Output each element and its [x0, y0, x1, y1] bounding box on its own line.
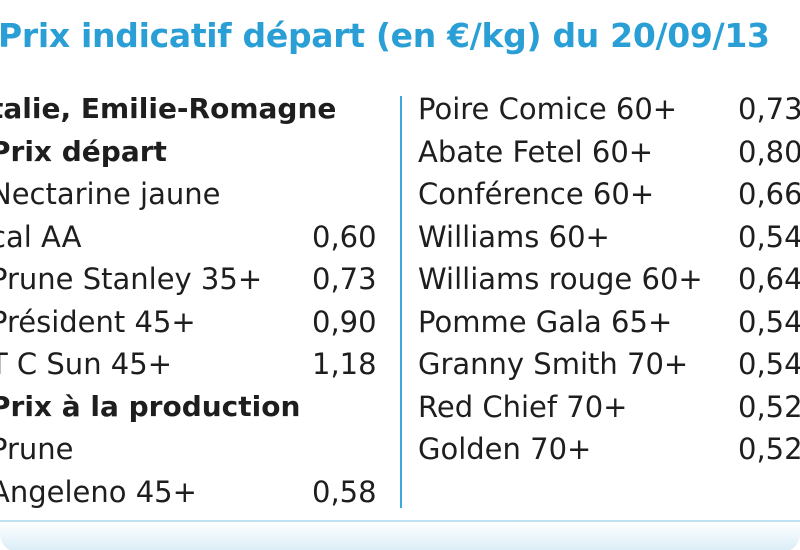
region-heading: talie, Emilie-Romagne — [0, 88, 385, 131]
row-label: Granny Smith 70+ — [418, 347, 689, 381]
row-price: 0,54 — [738, 347, 800, 381]
row-price: 0,54 — [738, 219, 800, 254]
row-price: 0,52 — [738, 432, 800, 466]
price-row: Prune Stanley 35+ 0,73 — [0, 258, 385, 301]
row-label: Conférence 60+ — [418, 177, 655, 211]
price-row: cal AA 0,60 — [0, 216, 385, 259]
price-row: Angeleno 45+ 0,58 — [0, 471, 385, 514]
product-group-row: Nectarine jaune — [0, 173, 385, 216]
row-price: 0,66 — [738, 177, 800, 211]
row-price: 0,54 — [738, 304, 800, 339]
price-row: Granny Smith 70+ 0,54 — [418, 343, 800, 386]
right-column: Poire Comice 60+ 0,73 Abate Fetel 60+ 0,… — [418, 88, 800, 471]
left-column: talie, Emilie-Romagne Prix départ Nectar… — [0, 88, 385, 513]
row-price: 0,73 — [738, 92, 800, 126]
row-label: Williams 60+ — [418, 219, 610, 254]
row-label: Président 45+ — [0, 304, 196, 339]
price-row: Poire Comice 60+ 0,73 — [418, 88, 800, 131]
price-row: T C Sun 45+ 1,18 — [0, 343, 385, 386]
price-row: Pomme Gala 65+ 0,54 — [418, 301, 800, 344]
row-label: Prune — [0, 432, 74, 466]
row-label: Pomme Gala 65+ — [418, 304, 673, 339]
row-price: 0,52 — [738, 389, 800, 424]
row-label: Golden 70+ — [418, 432, 592, 466]
price-row: Williams 60+ 0,54 — [418, 216, 800, 259]
row-label: Abate Fetel 60+ — [418, 134, 654, 169]
row-label: Poire Comice 60+ — [418, 92, 678, 126]
row-label: cal AA — [0, 219, 82, 254]
product-group-row: Prune — [0, 428, 385, 471]
row-label: Prix à la production — [0, 389, 301, 423]
column-divider — [400, 96, 402, 508]
section-heading: Prix à la production — [0, 386, 385, 429]
row-label: Prix départ — [0, 134, 167, 168]
price-row: Red Chief 70+ 0,52 — [418, 386, 800, 429]
row-label: Prune Stanley 35+ — [0, 262, 263, 296]
row-price: 1,18 — [312, 347, 377, 381]
section-heading: Prix départ — [0, 131, 385, 174]
price-row: Golden 70+ 0,52 — [418, 428, 800, 471]
row-price: 0,64 — [738, 262, 800, 296]
row-label: Red Chief 70+ — [418, 389, 628, 424]
bottom-frame-band — [0, 520, 800, 550]
row-label: Williams rouge 60+ — [418, 262, 703, 296]
page-title: Prix indicatif départ (en €/kg) du 20/09… — [0, 16, 770, 55]
row-label: T C Sun 45+ — [0, 347, 172, 381]
price-row: Conférence 60+ 0,66 — [418, 173, 800, 216]
row-price: 0,60 — [312, 219, 377, 254]
price-row: Président 45+ 0,90 — [0, 301, 385, 344]
row-label: Nectarine jaune — [0, 177, 221, 211]
price-row: Williams rouge 60+ 0,64 — [418, 258, 800, 301]
row-label: talie, Emilie-Romagne — [0, 92, 337, 125]
row-label: Angeleno 45+ — [0, 474, 197, 509]
row-price: 0,58 — [312, 474, 377, 509]
row-price: 0,80 — [738, 134, 800, 169]
row-price: 0,90 — [312, 304, 377, 339]
price-row: Abate Fetel 60+ 0,80 — [418, 131, 800, 174]
row-price: 0,73 — [312, 262, 377, 296]
